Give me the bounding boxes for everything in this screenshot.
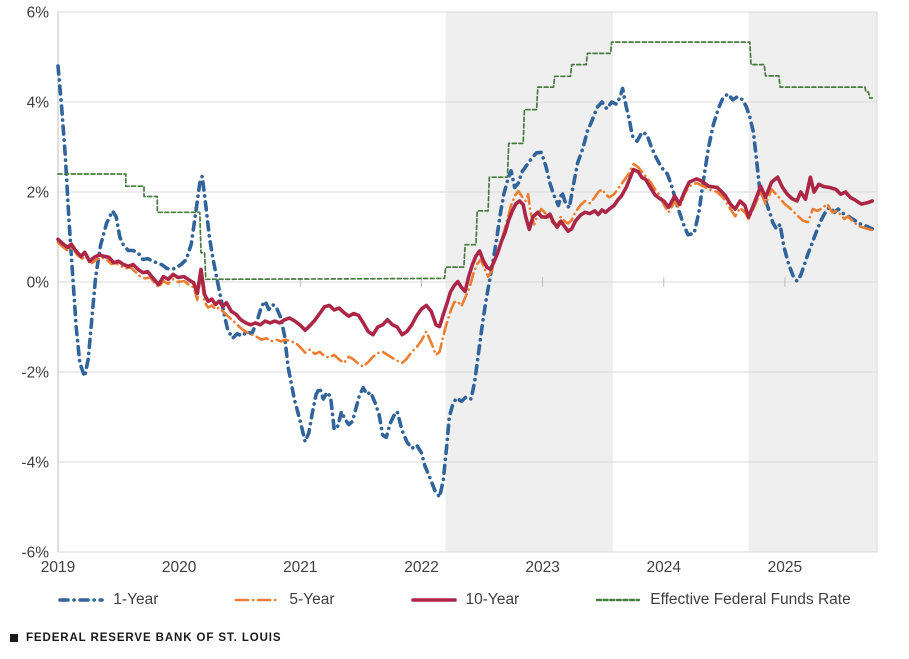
source-text: FEDERAL RESERVE BANK OF ST. LOUIS bbox=[26, 632, 282, 644]
dashed-line-icon bbox=[58, 598, 105, 602]
y-axis-tick-label: 2% bbox=[27, 185, 50, 202]
y-axis-tick-label: 0% bbox=[27, 275, 50, 292]
series-line-effective-federal-funds-rate bbox=[57, 41, 874, 281]
legend-label-1-year: 1-Year bbox=[113, 591, 159, 608]
y-axis-tick-label: 4% bbox=[27, 95, 50, 112]
y-axis-tick-label: -6% bbox=[21, 545, 49, 562]
legend-label-10-year: 10-Year bbox=[465, 591, 520, 608]
x-axis-tick-label: 2025 bbox=[768, 559, 802, 576]
x-axis-tick-label: 2020 bbox=[162, 559, 197, 576]
legend-item-10-year: 10-Year bbox=[410, 591, 520, 609]
y-axis-tick-label: 6% bbox=[27, 5, 50, 22]
y-axis-tick-label: -4% bbox=[21, 455, 49, 472]
legend-item-effr: Effective Federal Funds Rate bbox=[595, 591, 851, 609]
legend-item-5-year: 5-Year bbox=[234, 591, 335, 609]
x-axis-tick-label: 2024 bbox=[647, 559, 682, 576]
dash-dot-line-icon bbox=[235, 598, 280, 602]
solid-line-icon bbox=[410, 598, 457, 602]
chart-svg: 6% 4% 2% 0% -2% -4% -6%2019 2020 2021 2022 2023 202… bbox=[21, 5, 878, 576]
legend-item-1-year: 1-Year bbox=[58, 591, 158, 609]
series-line-1-year bbox=[56, 64, 875, 499]
x-axis-tick-label: 2022 bbox=[404, 559, 438, 576]
x-axis-tick-label: 2019 bbox=[41, 559, 75, 576]
square-bullet-icon bbox=[10, 634, 18, 642]
chart-legend: 1-Year 5-Year 10-Year Effective Federal … bbox=[0, 586, 909, 614]
source-attribution: FEDERAL RESERVE BANK OF ST. LOUIS bbox=[10, 632, 909, 644]
legend-label-effr: Effective Federal Funds Rate bbox=[650, 591, 851, 608]
dotted-line-icon bbox=[596, 598, 641, 602]
legend-label-5-year: 5-Year bbox=[289, 591, 335, 608]
series-line-10-year bbox=[56, 167, 875, 337]
y-axis-tick-label: -2% bbox=[21, 365, 49, 382]
x-axis-tick-label: 2021 bbox=[283, 559, 317, 576]
x-axis-tick-label: 2023 bbox=[525, 559, 559, 576]
